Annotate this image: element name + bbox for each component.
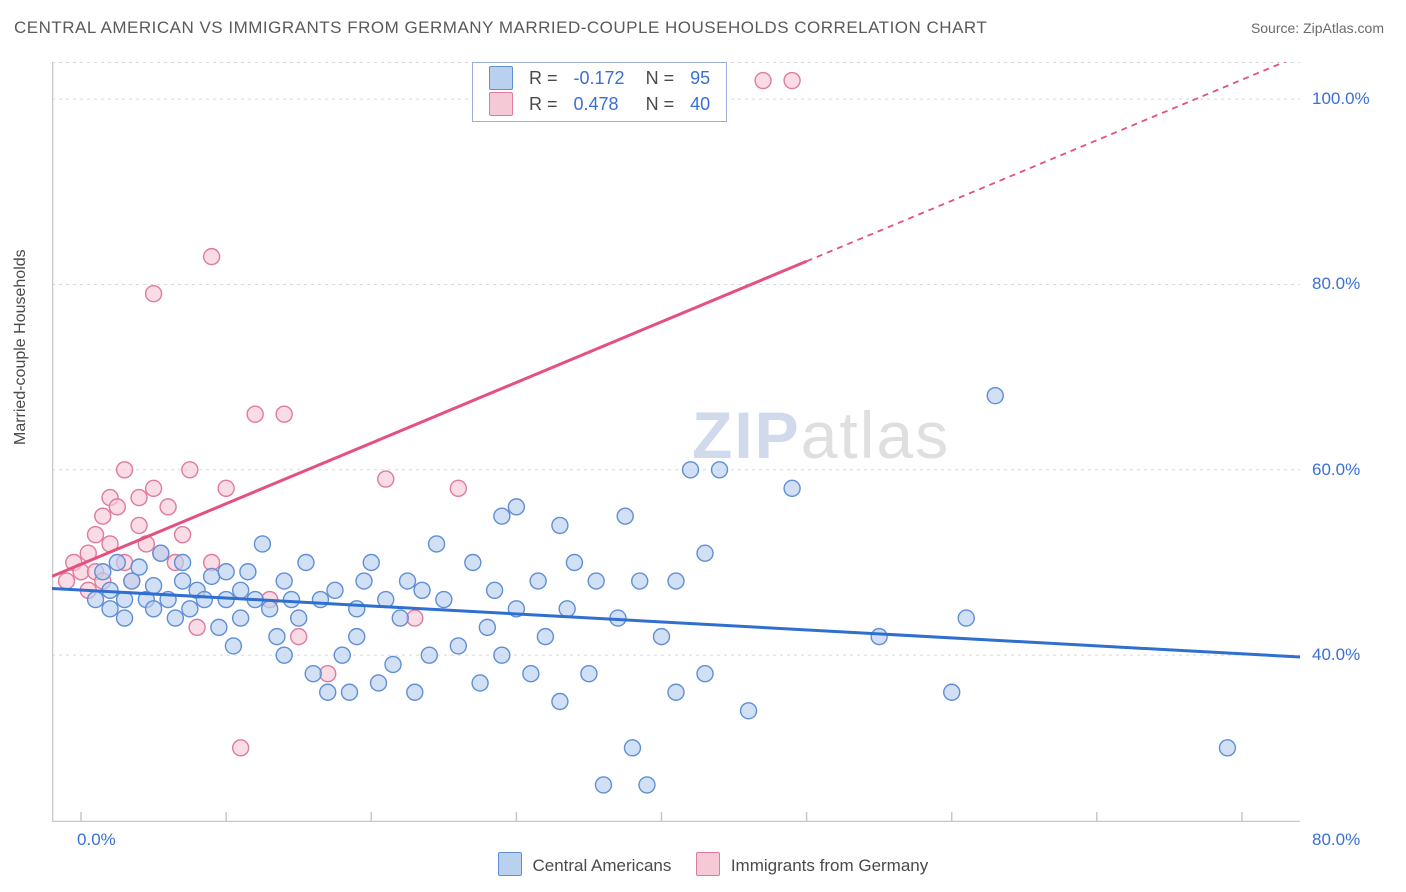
page-title: CENTRAL AMERICAN VS IMMIGRANTS FROM GERM… xyxy=(14,18,987,38)
correlation-legend: R = -0.172 N = 95 R = 0.478 N = 40 xyxy=(472,62,727,122)
legend-label-1: Immigrants from Germany xyxy=(731,856,928,875)
y-tick-label: 80.0% xyxy=(1312,274,1360,294)
y-tick-label: 40.0% xyxy=(1312,645,1360,665)
source-label: Source: ZipAtlas.com xyxy=(1251,20,1384,36)
legend-swatch-icon xyxy=(489,66,513,90)
corr-row-series-0: R = -0.172 N = 95 xyxy=(481,65,718,91)
corr-n-0: 95 xyxy=(682,65,718,91)
legend-swatch-icon xyxy=(489,92,513,116)
corr-n-1: 40 xyxy=(682,91,718,117)
x-tick-label: 80.0% xyxy=(1312,830,1360,850)
corr-row-series-1: R = 0.478 N = 40 xyxy=(481,91,718,117)
corr-r-0: -0.172 xyxy=(566,65,633,91)
chart-svg xyxy=(52,62,1300,822)
y-axis-label: Married-couple Households xyxy=(12,249,30,445)
legend-swatch-icon xyxy=(696,852,720,876)
x-tick-label: 0.0% xyxy=(77,830,116,850)
legend-label-0: Central Americans xyxy=(532,856,671,875)
y-tick-label: 100.0% xyxy=(1312,89,1370,109)
corr-r-1: 0.478 xyxy=(566,91,633,117)
legend-swatch-icon xyxy=(498,852,522,876)
y-tick-label: 60.0% xyxy=(1312,460,1360,480)
scatter-plot: R = -0.172 N = 95 R = 0.478 N = 40 ZIPat… xyxy=(52,62,1300,822)
series-legend: Central Americans Immigrants from German… xyxy=(0,852,1406,876)
